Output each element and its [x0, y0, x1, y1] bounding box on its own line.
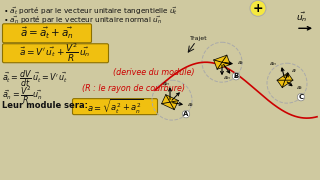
Text: B: B	[233, 73, 239, 79]
Text: $\vec{a} = V'\,\vec{u_t} + \dfrac{V^2}{R}\,\vec{u_n}$: $\vec{a} = V'\,\vec{u_t} + \dfrac{V^2}{R…	[19, 42, 91, 64]
Text: $\vec{a_t} = \dfrac{dV}{dt}\,\vec{u_t} = V'\,\vec{u_t}$: $\vec{a_t} = \dfrac{dV}{dt}\,\vec{u_t} =…	[2, 68, 68, 89]
Text: $a_n$: $a_n$	[223, 74, 231, 82]
Text: C: C	[299, 94, 304, 100]
Text: $a$: $a$	[291, 67, 296, 74]
Text: (derivee du module): (derivee du module)	[113, 68, 195, 77]
Text: $\vec{a_n} = \dfrac{V^2}{R}\,\vec{u_n}$: $\vec{a_n} = \dfrac{V^2}{R}\,\vec{u_n}$	[2, 84, 43, 106]
Text: $a_t$: $a_t$	[187, 101, 195, 109]
Text: Leur module sera:: Leur module sera:	[2, 101, 88, 110]
Polygon shape	[214, 55, 230, 69]
Text: $a_n$: $a_n$	[269, 60, 277, 68]
Text: $a_n$: $a_n$	[162, 80, 170, 88]
FancyBboxPatch shape	[3, 24, 92, 43]
Polygon shape	[277, 73, 293, 88]
Text: (R : le rayon de courbure): (R : le rayon de courbure)	[82, 84, 185, 93]
Text: $a_t$: $a_t$	[296, 84, 304, 92]
Text: $\bullet$ $\vec{a_t}$ porté par le vecteur unitaire tangentielle $\vec{u_t}$: $\bullet$ $\vec{a_t}$ porté par le vecte…	[3, 5, 178, 17]
Text: $a_t$: $a_t$	[237, 59, 245, 67]
Text: A: A	[183, 111, 189, 117]
Text: $a = \sqrt{a_t^2 + a_n^2}$: $a = \sqrt{a_t^2 + a_n^2}$	[87, 97, 143, 116]
Text: $\vec{u_n}$: $\vec{u_n}$	[296, 11, 308, 24]
Text: Trajet: Trajet	[190, 36, 208, 41]
Polygon shape	[162, 95, 179, 110]
Circle shape	[250, 0, 266, 16]
Text: $\bullet$ $\vec{a_n}$ porté par le vecteur unitaire normal $\vec{u_n}$: $\bullet$ $\vec{a_n}$ porté par le vecte…	[3, 14, 162, 26]
Text: $\vec{a} = \vec{a_t} + \vec{a_n}$: $\vec{a} = \vec{a_t} + \vec{a_n}$	[20, 26, 74, 41]
FancyBboxPatch shape	[3, 44, 108, 63]
FancyBboxPatch shape	[73, 99, 157, 115]
Text: $a$: $a$	[233, 73, 238, 80]
Text: +: +	[253, 2, 263, 15]
